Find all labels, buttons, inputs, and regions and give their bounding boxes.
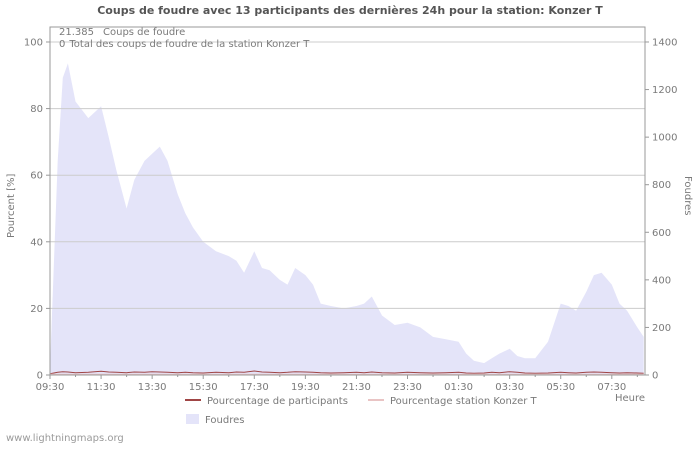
svg-text:0: 0 — [37, 371, 43, 382]
svg-text:11:30: 11:30 — [87, 382, 116, 393]
legend-item-participants: Pourcentage de participants — [185, 396, 348, 407]
svg-text:800: 800 — [652, 180, 671, 191]
total-strikes-annotation: 21.385 Coups de foudre — [59, 27, 185, 38]
svg-text:100: 100 — [24, 37, 43, 48]
svg-text:1200: 1200 — [652, 85, 677, 96]
legend-item-foudres: Foudres — [186, 414, 244, 426]
legend-foudres-label: Foudres — [205, 415, 245, 426]
svg-text:21:30: 21:30 — [342, 382, 371, 393]
svg-text:80: 80 — [30, 104, 43, 115]
svg-text:03:30: 03:30 — [495, 382, 524, 393]
svg-text:17:30: 17:30 — [240, 382, 269, 393]
total-strikes-value: 21.385 — [59, 27, 94, 38]
svg-text:05:30: 05:30 — [546, 382, 575, 393]
legend-item-station: Pourcentage station Konzer T — [368, 396, 537, 407]
svg-text:15:30: 15:30 — [189, 382, 218, 393]
station-line-swatch — [368, 399, 384, 401]
y-axis-left-label: Pourcent [%] — [6, 173, 17, 238]
svg-text:40: 40 — [30, 237, 43, 248]
svg-text:23:30: 23:30 — [393, 382, 422, 393]
station-strikes-label: Total des coups de foudre de la station … — [69, 39, 310, 50]
participants-line-swatch — [185, 399, 201, 401]
svg-text:0: 0 — [652, 371, 658, 382]
svg-text:400: 400 — [652, 275, 671, 286]
svg-text:13:30: 13:30 — [138, 382, 167, 393]
svg-text:1400: 1400 — [652, 37, 677, 48]
legend-participants-label: Pourcentage de participants — [207, 396, 348, 407]
svg-text:09:30: 09:30 — [36, 382, 65, 393]
svg-text:01:30: 01:30 — [444, 382, 473, 393]
svg-text:200: 200 — [652, 323, 671, 334]
watermark-link: www.lightningmaps.org — [6, 433, 124, 444]
station-strikes-annotation: 0 Total des coups de foudre de la station… — [59, 39, 309, 50]
svg-text:60: 60 — [30, 171, 43, 182]
svg-text:07:30: 07:30 — [597, 382, 626, 393]
svg-text:20: 20 — [30, 304, 43, 315]
chart-title: Coups de foudre avec 13 participants des… — [97, 4, 603, 17]
legend-station-label: Pourcentage station Konzer T — [390, 396, 537, 407]
svg-text:600: 600 — [652, 228, 671, 239]
total-strikes-label: Coups de foudre — [103, 27, 186, 38]
foudres-area-swatch — [186, 414, 199, 424]
y-axis-right-label: Foudres — [682, 176, 693, 216]
x-axis-label: Heure — [614, 393, 645, 404]
station-strikes-value: 0 — [59, 39, 66, 50]
svg-text:19:30: 19:30 — [291, 382, 320, 393]
svg-text:1000: 1000 — [652, 133, 677, 144]
